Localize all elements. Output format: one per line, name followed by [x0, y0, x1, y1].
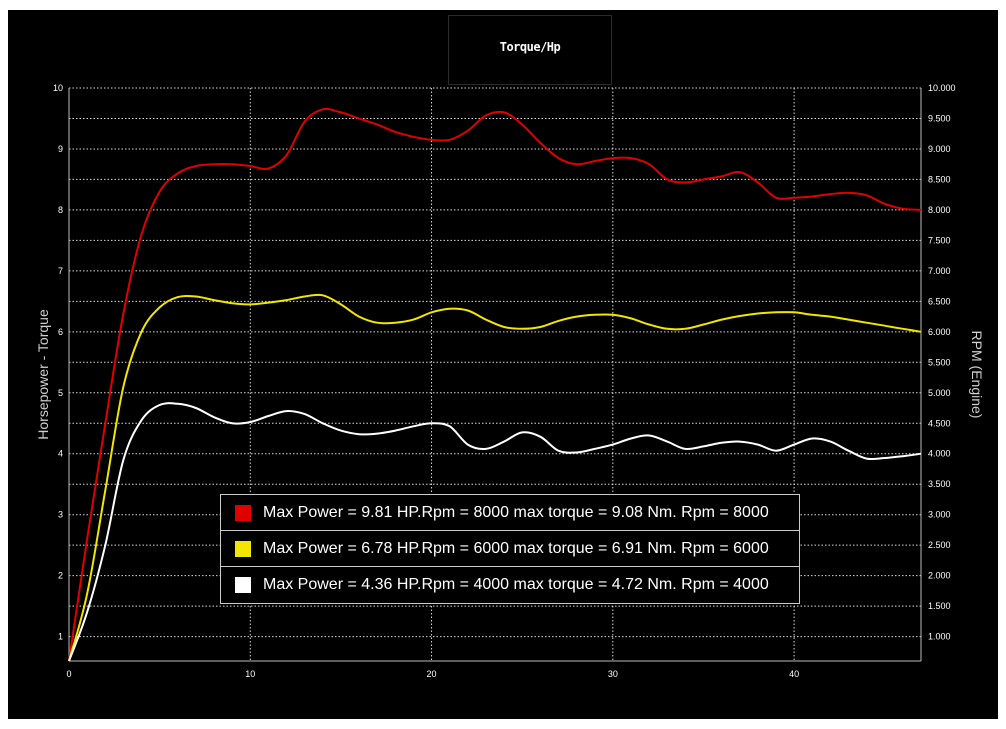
y-tick-label: 8 — [58, 205, 63, 215]
y-tick-label: 3 — [58, 510, 63, 520]
y-tick-label: 10 — [53, 83, 63, 93]
y2-tick-label: 1.500 — [928, 601, 951, 611]
y2-tick-label: 4.000 — [928, 449, 951, 459]
y2-tick-label: 10.000 — [928, 83, 956, 93]
y-axis-title: Horsepower - Torque — [35, 309, 51, 440]
y-tick-label: 2 — [58, 571, 63, 581]
y-tick-label: 1 — [58, 632, 63, 642]
chart-svg: 1 2 3 4 5 6 7 8 9 10 1.000 1.500 2.000 2.500 3.000 3.50… — [35, 83, 985, 679]
x-tick-label: 0 — [66, 669, 71, 679]
x-tick-label: 10 — [245, 669, 255, 679]
legend: Max Power = 9.81 HP.Rpm = 8000 max torqu… — [220, 494, 800, 604]
y2-tick-label: 9.500 — [928, 113, 951, 123]
y2-tick-label: 8.500 — [928, 174, 951, 184]
y2-tick-label: 3.500 — [928, 479, 951, 489]
y2-tick-label: 5.000 — [928, 388, 951, 398]
x-tick-label: 20 — [427, 669, 437, 679]
chart-frame: Torque/Hp 1 2 3 4 5 6 7 8 9 10 1.000 1.500 2.000 2.50… — [8, 10, 998, 719]
chart-title: Torque/Hp — [499, 40, 561, 54]
y2-tick-label: 1.000 — [928, 632, 951, 642]
y2-tick-label: 4.500 — [928, 418, 951, 428]
legend-item-yellow: Max Power = 6.78 HP.Rpm = 6000 max torqu… — [221, 531, 799, 567]
series-line-white — [68, 402, 922, 662]
series-line-red — [68, 107, 922, 662]
y2-tick-label: 9.000 — [928, 144, 951, 154]
y2-tick-label: 7.500 — [928, 235, 951, 245]
legend-label-red: Max Power = 9.81 HP.Rpm = 8000 max torqu… — [263, 503, 769, 521]
legend-swatch-red — [235, 504, 251, 521]
y2-tick-label: 7.000 — [928, 266, 951, 276]
x-tick-label: 30 — [608, 669, 618, 679]
legend-label-white: Max Power = 4.36 HP.Rpm = 4000 max torqu… — [263, 576, 769, 593]
y-tick-label: 9 — [58, 144, 63, 154]
y2-axis-title: RPM (Engine) — [969, 331, 985, 419]
legend-swatch-white — [235, 577, 251, 593]
y2-tick-label: 6.500 — [928, 296, 951, 306]
series-line-yellow — [68, 293, 922, 662]
y2-tick-label: 8.000 — [928, 205, 951, 215]
y2-tick-label: 6.000 — [928, 327, 951, 337]
legend-swatch-yellow — [235, 540, 251, 557]
y2-tick-label: 2.000 — [928, 571, 951, 581]
y-tick-label: 6 — [58, 327, 63, 337]
legend-item-red: Max Power = 9.81 HP.Rpm = 8000 max torqu… — [221, 495, 799, 531]
y2-tick-label: 2.500 — [928, 540, 951, 550]
y-tick-label: 5 — [58, 388, 63, 398]
legend-item-white: Max Power = 4.36 HP.Rpm = 4000 max torqu… — [221, 567, 799, 603]
y-tick-label: 7 — [58, 266, 63, 276]
y2-tick-label: 3.000 — [928, 510, 951, 520]
legend-label-yellow: Max Power = 6.78 HP.Rpm = 6000 max torqu… — [263, 539, 769, 557]
x-tick-label: 40 — [789, 669, 799, 679]
y2-tick-label: 5.500 — [928, 357, 951, 367]
y-tick-label: 4 — [58, 449, 63, 459]
title-box: Torque/Hp — [448, 15, 612, 85]
